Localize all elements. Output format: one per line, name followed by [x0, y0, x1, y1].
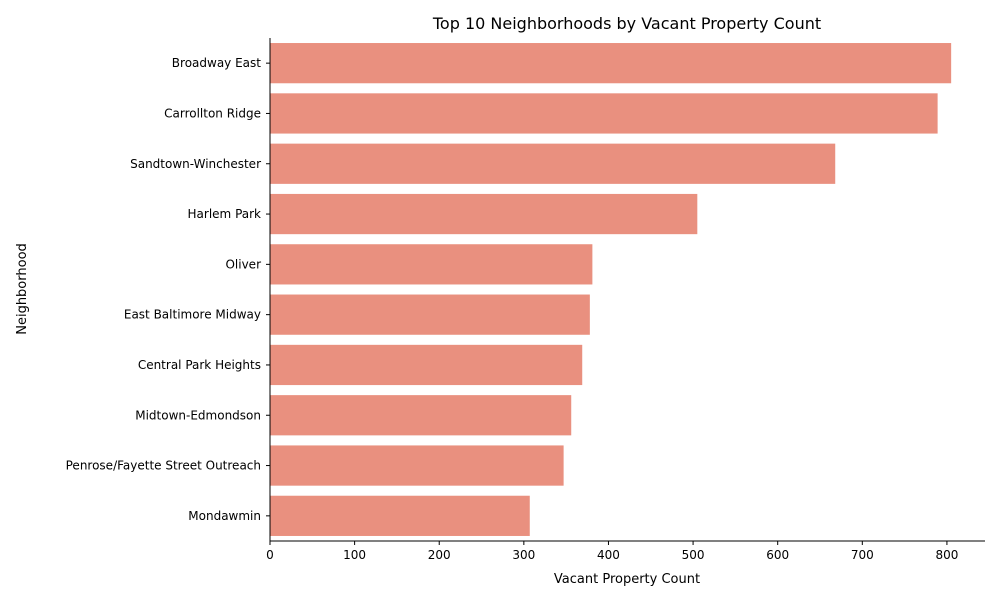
- y-axis-label: Neighborhood: [15, 243, 30, 335]
- bars-group: [270, 43, 952, 536]
- bar: [270, 395, 572, 436]
- x-tick-label: 300: [512, 548, 535, 562]
- y-tick-label: Broadway East: [172, 56, 261, 70]
- bar: [270, 244, 593, 285]
- y-tick-label: Central Park Heights: [138, 358, 261, 372]
- x-tick-label: 600: [766, 548, 789, 562]
- bar: [270, 143, 836, 184]
- x-tick-label: 100: [343, 548, 366, 562]
- y-tick-label: Sandtown-Winchester: [130, 157, 261, 171]
- x-tick-label: 700: [851, 548, 874, 562]
- bar: [270, 93, 938, 134]
- bar: [270, 344, 583, 386]
- y-tick-label: Carrollton Ridge: [164, 106, 261, 120]
- bar: [270, 43, 952, 84]
- y-tick-label: East Baltimore Midway: [124, 308, 261, 322]
- bar: [270, 193, 698, 235]
- y-tick-label: Harlem Park: [188, 207, 262, 221]
- x-tick-label: 0: [266, 548, 274, 562]
- x-tick-label: 800: [935, 548, 958, 562]
- y-tick-label: Midtown-Edmondson: [135, 408, 261, 422]
- x-tick-label: 500: [682, 548, 705, 562]
- chart-title: Top 10 Neighborhoods by Vacant Property …: [432, 14, 821, 33]
- bar: [270, 495, 530, 536]
- x-axis-label: Vacant Property Count: [554, 572, 700, 587]
- bar: [270, 445, 564, 486]
- y-tick-label: Penrose/Fayette Street Outreach: [66, 459, 261, 473]
- x-tick-label: 200: [428, 548, 451, 562]
- y-tick-label: Oliver: [225, 257, 261, 271]
- y-tick-label: Mondawmin: [188, 509, 261, 523]
- x-tick-label: 400: [597, 548, 620, 562]
- x-tick-labels: 0 100 200 300 400 500 600 700 800: [266, 541, 958, 562]
- bar: [270, 294, 590, 335]
- y-tick-labels: Broadway East Carrollton Ridge Sandtown-Wi…: [66, 56, 270, 523]
